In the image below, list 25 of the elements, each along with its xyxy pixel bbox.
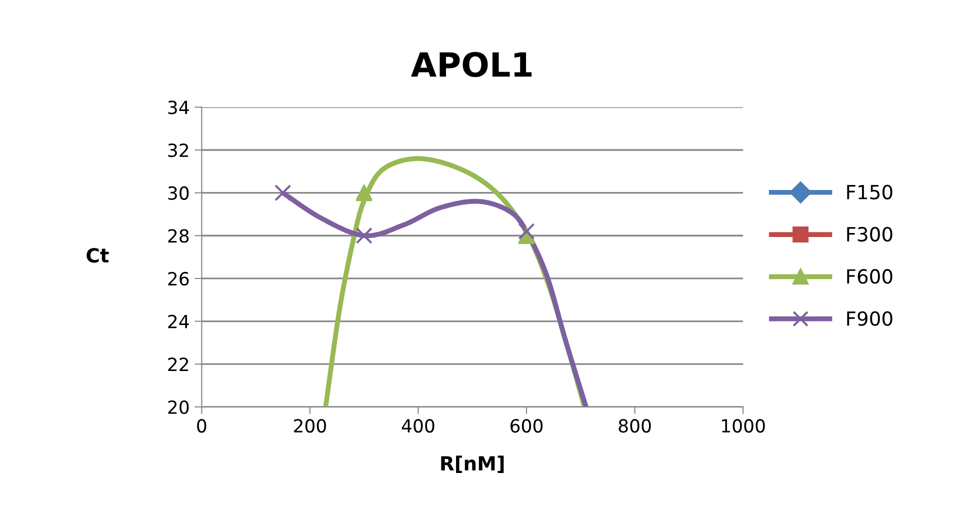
point (518, 223, 535, 240)
x-tick-label: 400 (402, 419, 434, 433)
y-tick-label: 26 (168, 272, 189, 286)
x-axis-title: R[nM] (441, 456, 504, 473)
chart-title: APOL1 (411, 52, 532, 78)
legend-label: F600 (847, 269, 892, 284)
x-tick-label: 600 (510, 419, 543, 433)
y-tick-label: 28 (168, 229, 189, 243)
x-tick-label: 200 (294, 419, 326, 433)
point (356, 184, 372, 202)
legend-label: F900 (847, 311, 892, 326)
y-axis-title: Ct (86, 248, 109, 263)
legend-label: F150 (847, 184, 892, 200)
y-tick-label: 30 (168, 186, 189, 200)
x-tick-label: 1000 (722, 419, 765, 433)
y-tick-label: 22 (168, 358, 188, 371)
legend-label: F300 (847, 226, 892, 242)
x-tick-label: 800 (618, 419, 651, 433)
y-tick-label: 32 (168, 143, 188, 158)
y-tick-label: 24 (168, 314, 189, 328)
point (356, 227, 372, 244)
x-tick-label: 0 (197, 419, 206, 433)
y-tick-label: 34 (168, 100, 189, 114)
y-tick-label: 20 (168, 400, 189, 414)
point (274, 184, 292, 202)
